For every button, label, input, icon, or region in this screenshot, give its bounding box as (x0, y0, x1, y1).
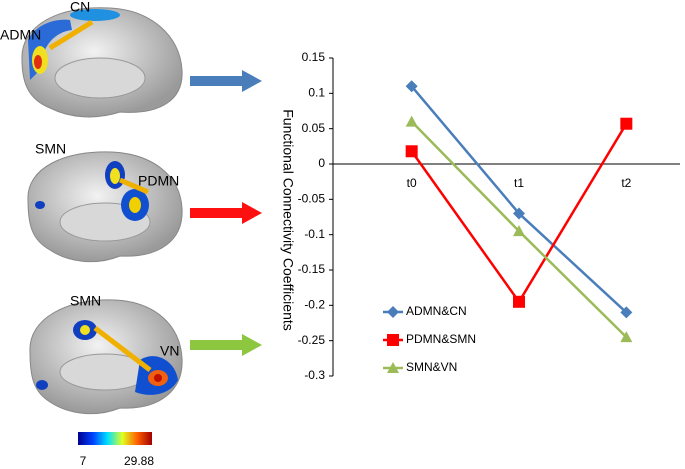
data-point (620, 306, 633, 319)
x-tick-label: t2 (621, 176, 631, 190)
data-point (513, 225, 525, 237)
y-tick-label: 0.15 (302, 50, 326, 64)
region-label: SMN (70, 293, 101, 309)
region-label: PDMN (138, 173, 179, 189)
y-tick-label: 0.1 (308, 86, 325, 100)
y-tick-label: -0.05 (298, 192, 326, 206)
series-line (410, 85, 628, 314)
y-tick-label: -0.25 (298, 333, 326, 347)
data-point (405, 80, 418, 93)
region-label: SMN (35, 141, 66, 157)
y-tick-label: 0.05 (302, 121, 326, 135)
legend-marker (387, 306, 399, 318)
y-tick-label: 0 (318, 156, 325, 170)
arrow (190, 70, 262, 92)
y-tick-label: -0.3 (304, 368, 325, 382)
legend-label: PDMN&SMN (406, 332, 476, 346)
y-tick-label: -0.2 (304, 298, 325, 312)
region-label: ADMN (0, 27, 41, 43)
region-label: CN (70, 0, 90, 15)
legend-marker (387, 362, 399, 373)
brain-image (21, 7, 183, 118)
line-chart: Functional Connectivity Coefficients -0.… (280, 50, 680, 382)
brain-image (27, 151, 183, 263)
data-point (513, 207, 525, 220)
data-point (620, 117, 633, 130)
data-point (405, 145, 418, 158)
colorbar-max: 29.88 (124, 454, 154, 468)
y-tick-label: -0.1 (304, 227, 325, 241)
data-point (405, 115, 418, 127)
x-tick-label: t0 (407, 176, 417, 190)
colorbar (78, 432, 152, 445)
data-point (620, 331, 633, 343)
y-axis-label: Functional Connectivity Coefficients (280, 109, 296, 331)
y-tick-label: -0.15 (298, 262, 326, 276)
arrow (190, 202, 262, 224)
arrow (190, 334, 262, 356)
legend-label: SMN&VN (406, 360, 457, 374)
data-point (513, 295, 525, 308)
colorbar-min: 7 (80, 454, 87, 468)
x-tick-label: t1 (514, 176, 524, 190)
region-label: VN (160, 343, 179, 359)
legend-label: ADMN&CN (406, 304, 467, 318)
brain-image (29, 299, 183, 415)
legend-marker (387, 334, 399, 346)
